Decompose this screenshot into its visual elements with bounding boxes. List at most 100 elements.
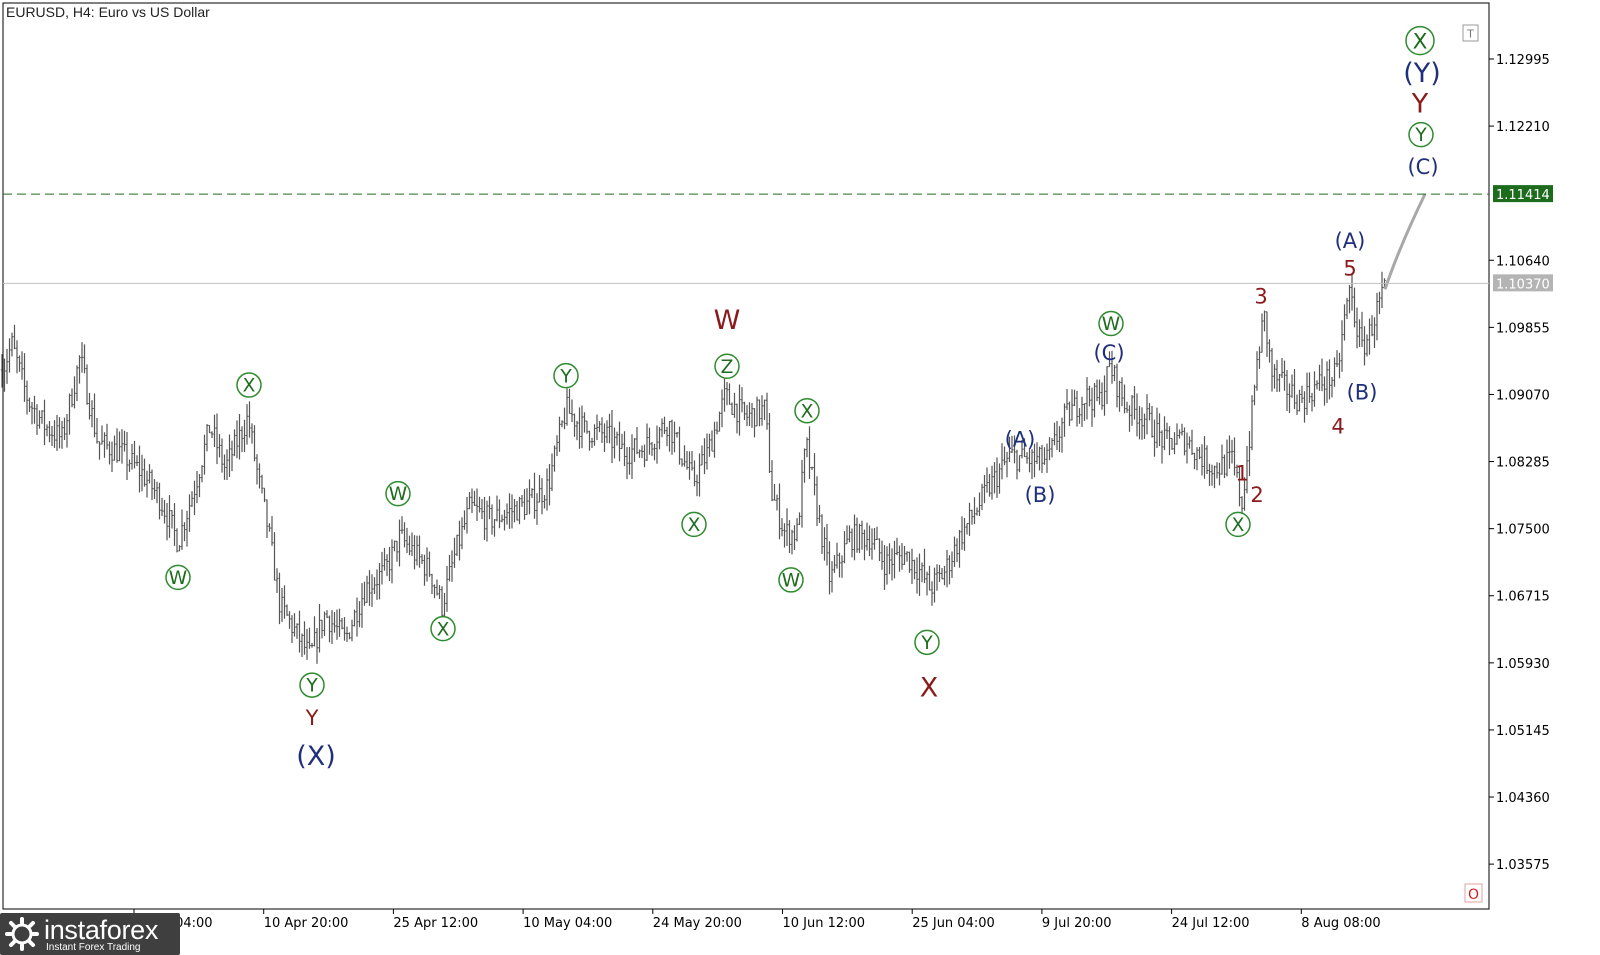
price-bar — [323, 611, 326, 636]
wave-label-text: X — [920, 672, 939, 703]
wave-label: W — [714, 305, 741, 336]
price-bar — [388, 546, 391, 582]
price-bar — [255, 454, 259, 485]
wave-label: 5 — [1343, 257, 1356, 281]
price-bar — [313, 616, 316, 647]
price-bar — [503, 509, 506, 531]
price-bar — [1070, 389, 1074, 421]
price-bar — [178, 545, 181, 552]
price-bar — [195, 471, 199, 504]
price-bar — [578, 407, 581, 449]
price-bar — [728, 383, 731, 405]
price-bar — [825, 523, 829, 566]
price-bar — [1075, 390, 1079, 427]
wave-label: Y — [914, 629, 940, 656]
price-bar — [68, 393, 71, 435]
price-bar — [148, 464, 151, 484]
price-bar — [1205, 445, 1209, 474]
price-bar — [1203, 436, 1206, 479]
price-bar — [913, 559, 916, 580]
bottom-corner-mark: O — [1468, 887, 1479, 903]
top-corner-box — [1462, 24, 1479, 42]
price-bar — [30, 401, 34, 425]
price-bar — [613, 427, 616, 459]
price-bar — [985, 467, 989, 493]
price-bar — [648, 427, 651, 455]
price-bar — [85, 364, 89, 405]
price-bar — [798, 512, 801, 526]
price-bar — [260, 474, 264, 494]
price-bar — [800, 459, 804, 528]
price-bar — [1270, 348, 1274, 392]
price-bar — [595, 414, 599, 441]
price-bar — [828, 541, 831, 595]
price-bar — [205, 424, 209, 452]
price-bar — [665, 426, 669, 447]
price-bar — [1360, 311, 1364, 348]
price-bar — [425, 547, 429, 582]
price-bar — [220, 438, 224, 473]
price-bar — [1340, 320, 1344, 372]
price-bar — [1295, 394, 1299, 415]
price-bar — [213, 414, 216, 448]
wave-label-circle — [1225, 511, 1251, 538]
y-tick-label: 1.05145 — [1496, 724, 1550, 739]
price-bar — [903, 545, 906, 565]
y-tick-label: 1.09070 — [1496, 388, 1550, 403]
instaforex-logo: instaforex Instant Forex Trading — [0, 913, 180, 955]
price-bar — [1058, 426, 1061, 453]
price-bar — [755, 396, 759, 427]
price-bar — [373, 577, 376, 595]
price-bar — [490, 504, 494, 535]
wave-label-text: (C) — [1093, 341, 1124, 365]
price-bar — [355, 597, 359, 637]
price-bar — [1300, 385, 1304, 404]
price-bar — [43, 399, 46, 446]
price-bar — [165, 502, 169, 541]
wave-label-circle — [681, 511, 707, 538]
price-bar — [1023, 438, 1026, 458]
price-bar — [738, 384, 741, 436]
price-bar — [135, 455, 139, 467]
price-bar — [0, 354, 4, 388]
price-bar — [878, 538, 881, 562]
price-bar — [38, 410, 41, 429]
price-bar — [620, 433, 624, 450]
price-bar — [1255, 351, 1259, 391]
price-bar — [1350, 273, 1354, 311]
price-bar — [105, 423, 109, 450]
price-bar — [588, 430, 591, 451]
price-bar — [743, 401, 746, 421]
y-tick-label: 1.06715 — [1496, 590, 1550, 605]
price-bar — [410, 532, 414, 557]
price-bar — [458, 520, 461, 561]
wave-label-circle — [385, 480, 411, 507]
wave-label: (B) — [1025, 483, 1056, 507]
price-bar — [1120, 377, 1124, 407]
price-bar — [1293, 369, 1296, 410]
price-bar — [1288, 383, 1291, 414]
price-bar — [1250, 395, 1254, 451]
price-bar — [783, 523, 786, 548]
price-bar — [535, 493, 539, 525]
wave-label: X — [920, 672, 939, 703]
price-bar — [368, 570, 371, 606]
wave-label: 3 — [1254, 285, 1267, 309]
price-bar — [820, 514, 824, 554]
price-bar — [1130, 394, 1134, 426]
price-bar — [523, 489, 526, 520]
price-bar — [378, 562, 381, 600]
price-bar — [363, 581, 366, 606]
price-bar — [143, 458, 146, 487]
price-bar — [1180, 423, 1184, 436]
price-bar — [215, 413, 219, 465]
price-bar — [550, 453, 554, 492]
price-bar — [1245, 446, 1249, 494]
current-price-label: 1.10370 — [1496, 277, 1550, 292]
price-bar — [720, 389, 724, 428]
price-bar — [758, 399, 761, 427]
price-bar — [558, 416, 561, 452]
wave-label: (X) — [296, 741, 336, 772]
price-bar — [428, 551, 431, 577]
